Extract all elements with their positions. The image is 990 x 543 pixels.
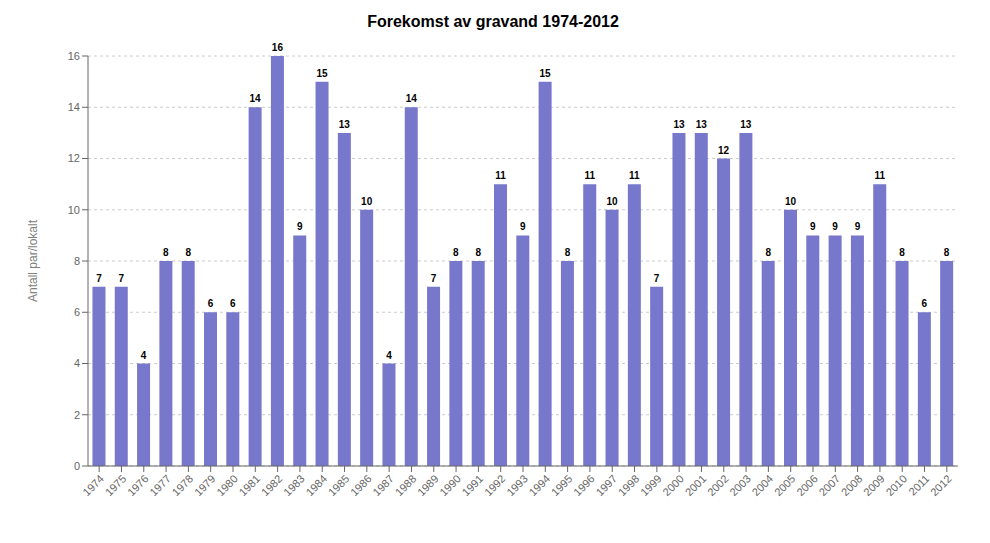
svg-text:1997: 1997 (593, 472, 619, 498)
svg-text:13: 13 (673, 119, 685, 130)
svg-text:15: 15 (316, 68, 328, 79)
svg-text:13: 13 (339, 119, 351, 130)
svg-text:8: 8 (475, 247, 481, 258)
svg-text:2012: 2012 (928, 472, 954, 498)
svg-text:10: 10 (68, 204, 80, 216)
svg-text:1988: 1988 (393, 472, 419, 498)
svg-text:8: 8 (565, 247, 571, 258)
svg-text:6: 6 (74, 306, 80, 318)
svg-text:1987: 1987 (370, 472, 396, 498)
svg-text:11: 11 (629, 170, 640, 181)
svg-text:1977: 1977 (147, 472, 173, 498)
svg-text:8: 8 (899, 247, 905, 258)
svg-text:8: 8 (163, 247, 169, 258)
svg-text:16: 16 (272, 42, 284, 53)
svg-text:2004: 2004 (750, 472, 776, 498)
svg-text:1989: 1989 (415, 472, 441, 498)
svg-text:1995: 1995 (549, 472, 575, 498)
svg-text:0: 0 (74, 460, 80, 472)
svg-text:4: 4 (386, 350, 392, 361)
svg-text:16: 16 (68, 50, 80, 62)
svg-text:2011: 2011 (906, 472, 931, 497)
svg-text:7: 7 (431, 273, 437, 284)
svg-text:2009: 2009 (861, 472, 887, 498)
svg-text:4: 4 (141, 350, 147, 361)
svg-text:1999: 1999 (638, 472, 664, 498)
svg-text:Antall par/lokalt: Antall par/lokalt (26, 219, 40, 302)
svg-text:1975: 1975 (103, 472, 129, 498)
svg-text:14: 14 (68, 101, 80, 113)
svg-text:1974: 1974 (80, 472, 106, 498)
svg-text:7: 7 (118, 273, 124, 284)
svg-text:2007: 2007 (816, 472, 842, 498)
svg-text:6: 6 (230, 298, 236, 309)
svg-text:2002: 2002 (705, 472, 731, 498)
svg-text:8: 8 (765, 247, 771, 258)
svg-text:2: 2 (74, 409, 80, 421)
svg-text:7: 7 (654, 273, 660, 284)
svg-text:1994: 1994 (526, 472, 552, 498)
svg-text:2003: 2003 (727, 472, 753, 498)
svg-text:15: 15 (540, 68, 552, 79)
svg-text:1985: 1985 (326, 472, 352, 498)
svg-text:14: 14 (250, 93, 262, 104)
svg-text:9: 9 (520, 221, 526, 232)
svg-text:7: 7 (96, 273, 102, 284)
svg-text:8: 8 (74, 255, 80, 267)
svg-text:2010: 2010 (883, 472, 909, 498)
svg-text:2000: 2000 (660, 472, 686, 498)
svg-text:11: 11 (495, 170, 506, 181)
svg-text:8: 8 (453, 247, 459, 258)
svg-text:1978: 1978 (170, 472, 196, 498)
svg-text:10: 10 (361, 196, 373, 207)
svg-text:10: 10 (785, 196, 797, 207)
svg-text:1993: 1993 (504, 472, 530, 498)
svg-text:11: 11 (874, 170, 885, 181)
svg-text:12: 12 (718, 145, 730, 156)
svg-text:1983: 1983 (281, 472, 307, 498)
svg-text:1981: 1981 (236, 472, 262, 498)
svg-text:1996: 1996 (571, 472, 597, 498)
svg-text:1998: 1998 (616, 472, 642, 498)
svg-text:2005: 2005 (772, 472, 798, 498)
svg-text:1992: 1992 (482, 472, 508, 498)
svg-text:1984: 1984 (303, 472, 329, 498)
svg-text:12: 12 (68, 152, 80, 164)
svg-text:6: 6 (922, 298, 928, 309)
svg-text:8: 8 (944, 247, 950, 258)
svg-text:13: 13 (740, 119, 752, 130)
svg-text:1990: 1990 (437, 472, 463, 498)
svg-text:13: 13 (696, 119, 708, 130)
svg-text:2006: 2006 (794, 472, 820, 498)
svg-text:1986: 1986 (348, 472, 374, 498)
svg-text:1980: 1980 (214, 472, 240, 498)
svg-text:8: 8 (185, 247, 191, 258)
svg-text:9: 9 (297, 221, 303, 232)
svg-text:6: 6 (208, 298, 214, 309)
svg-text:9: 9 (855, 221, 861, 232)
svg-text:4: 4 (74, 357, 80, 369)
svg-text:14: 14 (406, 93, 418, 104)
svg-text:2008: 2008 (839, 472, 865, 498)
svg-text:1982: 1982 (259, 472, 285, 498)
svg-text:1979: 1979 (192, 472, 218, 498)
html-text:Forekomst av gravand 1974-2012: Forekomst av gravand 1974-2012 (367, 13, 619, 30)
svg-text:9: 9 (832, 221, 838, 232)
svg-text:2001: 2001 (683, 472, 709, 498)
svg-text:10: 10 (606, 196, 618, 207)
svg-text:1976: 1976 (125, 472, 151, 498)
svg-text:9: 9 (810, 221, 816, 232)
svg-text:1991: 1991 (460, 472, 486, 498)
svg-text:11: 11 (584, 170, 595, 181)
